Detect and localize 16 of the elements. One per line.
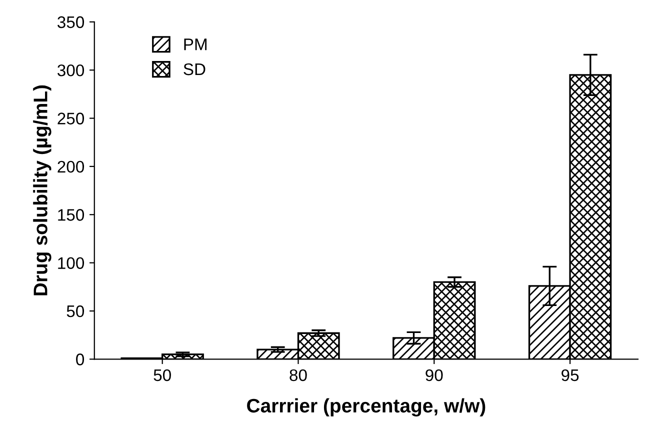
x-tick-label: 95 xyxy=(562,369,579,382)
x-tick-label: 80 xyxy=(290,369,307,382)
x-axis-title: Carrrier (percentage, w/w) xyxy=(247,398,486,417)
y-tick-label: 300 xyxy=(58,64,84,76)
legend-label: PM xyxy=(184,38,207,50)
y-axis-title: Drug solubility (µg/mL) xyxy=(33,85,52,296)
x-tick-label: 90 xyxy=(426,369,443,382)
y-tick-label: 0 xyxy=(76,354,84,366)
y-tick-label: 100 xyxy=(58,257,84,270)
legend-label: SD xyxy=(184,63,206,76)
y-tick-label: 250 xyxy=(58,112,84,124)
y-tick-label: 350 xyxy=(58,16,84,28)
y-tick-label: 50 xyxy=(66,305,84,318)
y-tick-label: 200 xyxy=(58,160,84,173)
y-tick-label: 150 xyxy=(58,209,84,221)
x-tick-label: 50 xyxy=(154,369,171,382)
